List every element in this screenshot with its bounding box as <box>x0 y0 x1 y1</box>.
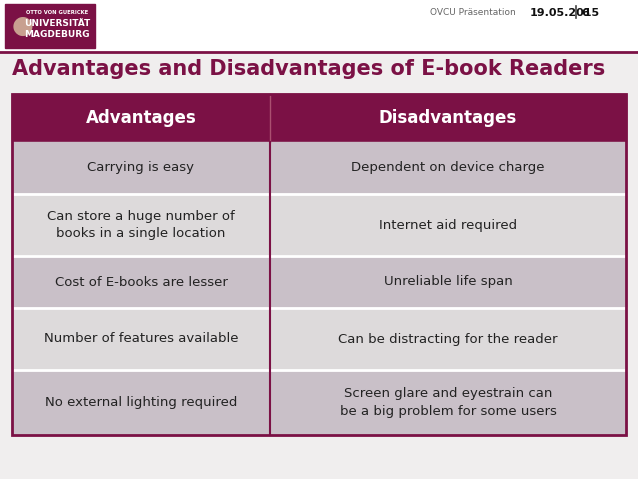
Text: Unreliable life span: Unreliable life span <box>383 275 512 288</box>
Text: UNIVERSITÄT: UNIVERSITÄT <box>24 19 90 28</box>
Text: Can be distracting for the reader: Can be distracting for the reader <box>338 332 558 345</box>
Text: Can store a huge number of
books in a single location: Can store a huge number of books in a si… <box>47 210 235 240</box>
Text: Number of features available: Number of features available <box>43 332 238 345</box>
Bar <box>0 0 638 52</box>
Text: Screen glare and eyestrain can
be a big problem for some users: Screen glare and eyestrain can be a big … <box>339 388 556 418</box>
Bar <box>12 308 626 370</box>
Bar <box>12 94 626 435</box>
Text: Advantages and Disadvantages of E-book Readers: Advantages and Disadvantages of E-book R… <box>12 59 605 79</box>
Text: OTTO VON GUERICKE: OTTO VON GUERICKE <box>26 10 88 15</box>
Text: Dependent on device charge: Dependent on device charge <box>351 161 545 174</box>
Bar <box>12 256 626 308</box>
Bar <box>12 94 626 142</box>
Text: ●: ● <box>12 14 34 38</box>
Text: MAGDEBURG: MAGDEBURG <box>24 30 90 39</box>
Text: Advantages: Advantages <box>85 109 197 127</box>
Bar <box>12 194 626 256</box>
Bar <box>12 142 626 194</box>
Text: Disadvantages: Disadvantages <box>379 109 517 127</box>
Text: OVCU Präsentation: OVCU Präsentation <box>430 8 516 17</box>
Text: Carrying is easy: Carrying is easy <box>87 161 195 174</box>
Text: Internet aid required: Internet aid required <box>379 218 517 231</box>
Text: No external lighting required: No external lighting required <box>45 396 237 409</box>
Text: 6: 6 <box>581 8 589 18</box>
Bar <box>12 370 626 435</box>
Text: 19.05.2015: 19.05.2015 <box>530 8 600 18</box>
Bar <box>5 4 95 48</box>
Text: Cost of E-books are lesser: Cost of E-books are lesser <box>54 275 227 288</box>
